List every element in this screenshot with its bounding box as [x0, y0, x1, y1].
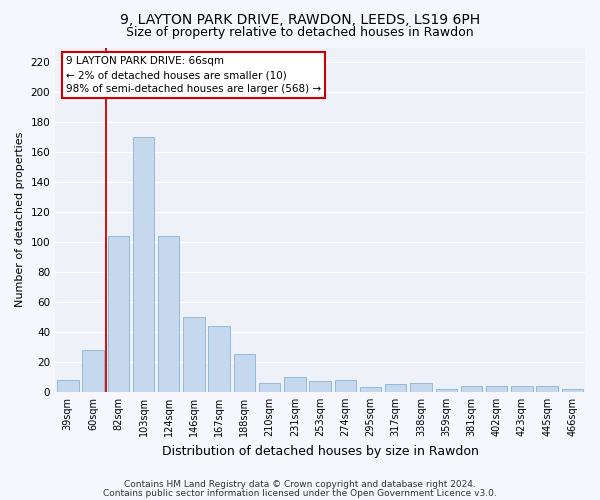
Text: Size of property relative to detached houses in Rawdon: Size of property relative to detached ho…	[126, 26, 474, 39]
Bar	[82, 350, 104, 392]
Bar	[208, 326, 230, 392]
X-axis label: Distribution of detached houses by size in Rawdon: Distribution of detached houses by size …	[161, 444, 479, 458]
Y-axis label: Number of detached properties: Number of detached properties	[15, 132, 25, 308]
Bar	[436, 389, 457, 392]
Bar	[562, 389, 583, 392]
Bar	[57, 380, 79, 392]
Bar	[284, 377, 305, 392]
Bar	[133, 138, 154, 392]
Bar	[183, 317, 205, 392]
Bar	[536, 386, 558, 392]
Text: 9 LAYTON PARK DRIVE: 66sqm
← 2% of detached houses are smaller (10)
98% of semi-: 9 LAYTON PARK DRIVE: 66sqm ← 2% of detac…	[66, 56, 321, 94]
Text: Contains HM Land Registry data © Crown copyright and database right 2024.: Contains HM Land Registry data © Crown c…	[124, 480, 476, 489]
Bar	[385, 384, 406, 392]
Bar	[310, 382, 331, 392]
Bar	[410, 383, 432, 392]
Bar	[511, 386, 533, 392]
Bar	[259, 383, 280, 392]
Bar	[360, 388, 381, 392]
Bar	[486, 386, 508, 392]
Bar	[158, 236, 179, 392]
Bar	[107, 236, 129, 392]
Text: 9, LAYTON PARK DRIVE, RAWDON, LEEDS, LS19 6PH: 9, LAYTON PARK DRIVE, RAWDON, LEEDS, LS1…	[120, 12, 480, 26]
Bar	[233, 354, 255, 392]
Bar	[461, 386, 482, 392]
Bar	[335, 380, 356, 392]
Text: Contains public sector information licensed under the Open Government Licence v3: Contains public sector information licen…	[103, 488, 497, 498]
